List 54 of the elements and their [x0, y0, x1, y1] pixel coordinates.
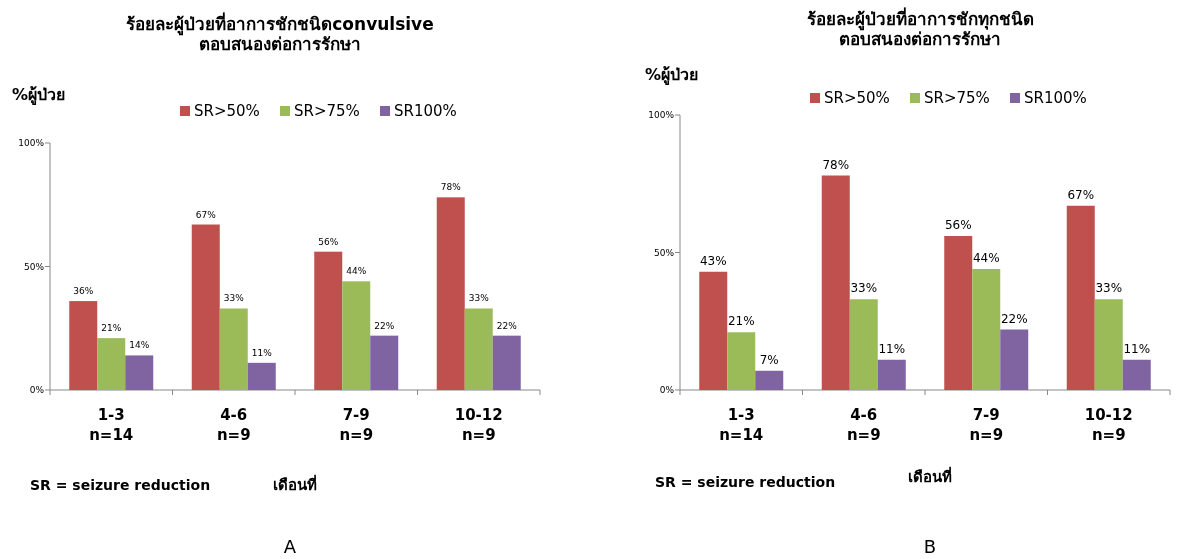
value-label: 33% — [850, 281, 878, 296]
value-label: 56% — [944, 218, 972, 232]
value-label: 33% — [468, 293, 489, 304]
xtick: 7-9 n=9 — [969, 406, 1004, 444]
ylabel: %ผู้ป่วย — [12, 85, 66, 104]
value-label: 21% — [727, 314, 755, 329]
legend-label: SR100% — [1024, 89, 1087, 107]
legend-label: SR100% — [394, 102, 457, 120]
value-label: 7% — [759, 352, 779, 367]
value-label: 33% — [1095, 281, 1123, 296]
xtick: 10-12 n=9 — [1084, 406, 1133, 444]
value-label: 44% — [346, 266, 367, 277]
xtick: 7-9 n=9 — [339, 406, 374, 444]
xtick: 10-12 n=9 — [454, 406, 503, 444]
value-label: 22% — [374, 320, 395, 331]
value-label: 56% — [318, 236, 339, 247]
annotation: SR = seizure reduction — [30, 477, 211, 493]
value-label: 14% — [129, 340, 150, 351]
ytick: 0% — [659, 385, 674, 395]
xtick: 1-3 n=14 — [719, 406, 764, 444]
ytick: 100% — [18, 138, 44, 148]
value-label: 44% — [972, 251, 1000, 265]
value-label: 11% — [1123, 341, 1151, 356]
value-label: 21% — [101, 323, 122, 334]
value-label: 22% — [496, 320, 517, 331]
xtick: 1-3 n=14 — [89, 406, 134, 444]
ytick: 50% — [24, 261, 44, 272]
value-label: 43% — [699, 253, 727, 268]
value-label: 78% — [822, 157, 850, 172]
xlabel: เดือนที่ — [273, 476, 317, 494]
value-label: 36% — [73, 286, 94, 297]
value-label: 78% — [440, 182, 461, 193]
annotation: A — [283, 536, 297, 557]
annotation: SR = seizure reduction — [655, 474, 836, 490]
value-label: 22% — [1000, 311, 1028, 326]
legend-label: SR>75% — [924, 89, 990, 107]
xtick: 4-6 n=9 — [846, 406, 881, 444]
xtick: 4-6 n=9 — [216, 406, 251, 444]
value-label: 11% — [251, 347, 272, 358]
value-label: 33% — [223, 293, 244, 304]
xlabel: เดือนที่ — [908, 468, 952, 486]
ytick: 100% — [648, 110, 674, 120]
value-label: 67% — [195, 209, 216, 220]
ytick: 50% — [654, 247, 674, 258]
ytick: 0% — [29, 385, 44, 395]
legend-label: SR>75% — [294, 102, 360, 120]
value-label: 11% — [878, 341, 906, 356]
ylabel: %ผู้ป่วย — [645, 65, 699, 84]
legend-label: SR>50% — [824, 89, 890, 107]
legend-label: SR>50% — [194, 102, 260, 120]
annotation: B — [923, 536, 937, 557]
value-label: 67% — [1067, 187, 1095, 202]
title: ร้อยละผู้ป่วยที่อาการชักทุกชนิด ตอบสนองต่อการรักษา — [806, 9, 1034, 49]
title: ร้อยละผู้ป่วยที่อาการชักชนิดconvulsive ตอบสนองต่อการรักษา — [126, 14, 434, 54]
